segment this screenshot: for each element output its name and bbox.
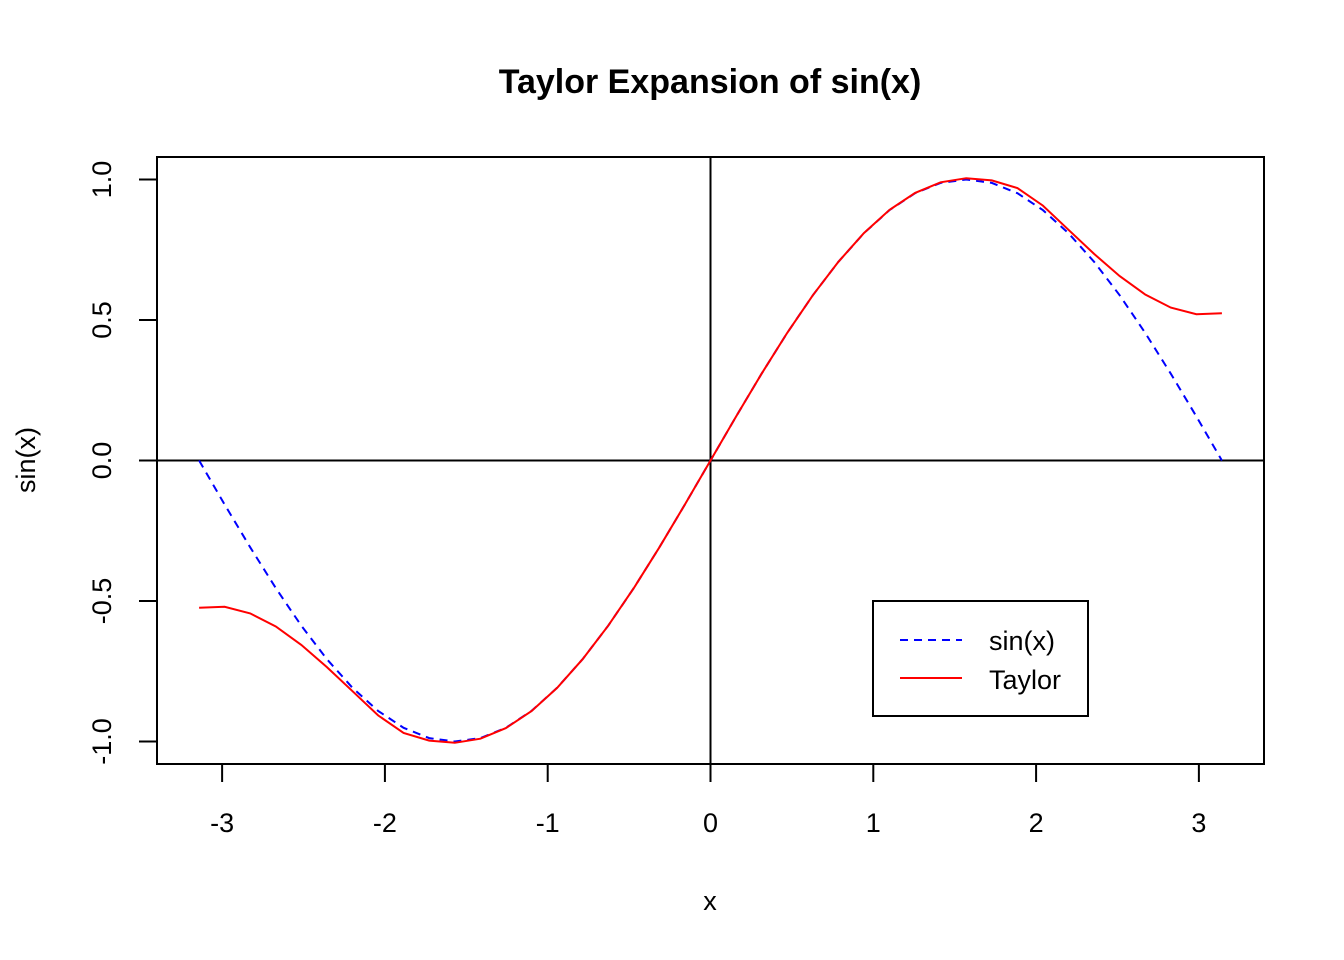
y-tick-label: -0.5 [87, 578, 117, 625]
x-tick-label: 1 [866, 808, 881, 838]
y-axis-label: sin(x) [11, 427, 41, 493]
x-tick-label: 3 [1191, 808, 1206, 838]
x-axis: -3 -2 -1 0 1 2 3 [210, 764, 1206, 838]
x-tick-label: -3 [210, 808, 234, 838]
legend-label-sin: sin(x) [989, 626, 1055, 656]
x-tick-label: -2 [373, 808, 397, 838]
series-layer [198, 177, 1223, 744]
y-tick-label: 0.5 [87, 301, 117, 339]
y-tick-label: -1.0 [87, 718, 117, 765]
legend-label-taylor: Taylor [989, 665, 1061, 695]
x-tick-label: -1 [536, 808, 560, 838]
x-tick-label: 2 [1029, 808, 1044, 838]
y-axis: -1.0 -0.5 0.0 0.5 1.0 [87, 161, 157, 765]
chart-title: Taylor Expansion of sin(x) [499, 63, 922, 101]
x-axis-label: x [703, 886, 717, 916]
x-tick-label: 0 [703, 808, 718, 838]
legend-box [872, 600, 1089, 717]
taylor-series-line [199, 177, 1222, 744]
y-tick-label: 1.0 [87, 161, 117, 199]
legend: sin(x) Taylor [872, 600, 1089, 717]
y-tick-label: 0.0 [87, 442, 117, 480]
